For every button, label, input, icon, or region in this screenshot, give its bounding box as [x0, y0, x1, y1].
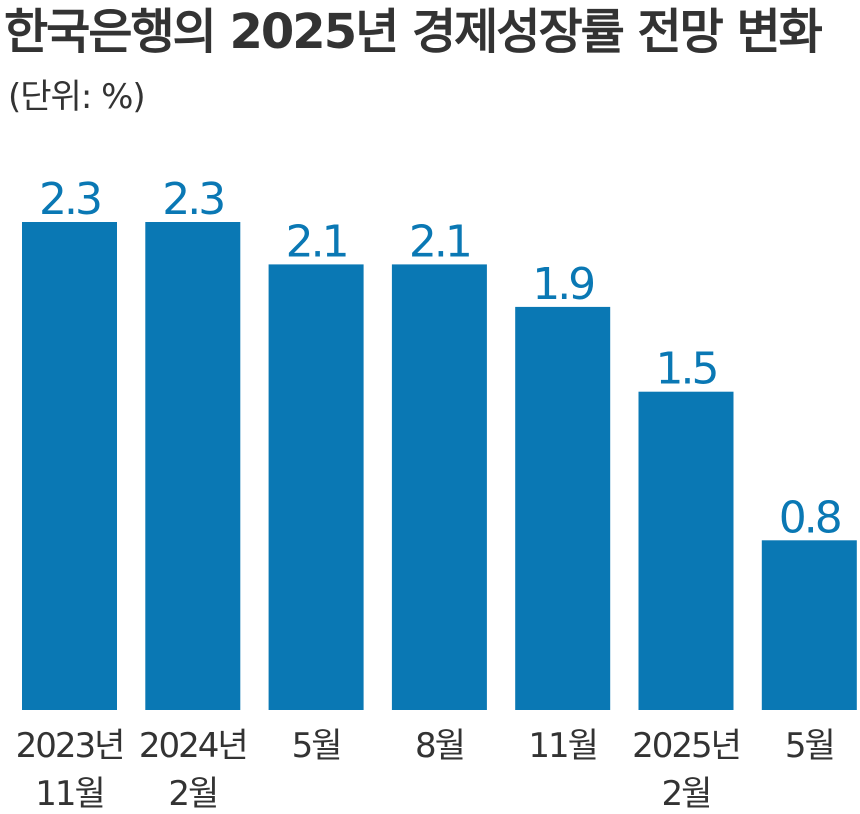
value-label-3: 2.1	[409, 216, 470, 267]
x-tick-label-0-0: 2023년	[16, 726, 124, 766]
x-tick-label-5-1: 2월	[662, 774, 711, 814]
x-tick-label-4-0: 11월	[528, 726, 597, 766]
unit-label: (단위: %)	[8, 77, 146, 117]
x-tick-label-3-0: 8월	[415, 726, 464, 766]
bar-1	[145, 222, 241, 710]
value-label-5: 1.5	[656, 344, 717, 395]
x-tick-label-2-0: 5월	[292, 726, 341, 766]
value-label-6: 0.8	[779, 492, 840, 543]
x-tick-label-5-0: 2025년	[632, 726, 740, 766]
x-tick-label-1-0: 2024년	[139, 726, 247, 766]
bar-4	[515, 306, 611, 710]
value-label-1: 2.3	[162, 174, 223, 225]
bar-6	[761, 540, 857, 710]
value-label-2: 2.1	[286, 216, 347, 267]
value-label-0: 2.3	[39, 174, 100, 225]
bar-0	[22, 222, 117, 710]
bar-2	[268, 264, 364, 710]
bar-5	[638, 391, 734, 710]
value-label-4: 1.9	[532, 259, 593, 310]
x-tick-label-0-1: 11월	[35, 774, 104, 814]
chart-title-text: 한국은행의 2025년 경제성장률 전망 변화	[4, 4, 823, 60]
chart-title: 한국은행의 2025년 경제성장률 전망 변화 (단위: %)	[4, 2, 854, 127]
x-tick-label-6-0: 5월	[785, 726, 834, 766]
bar-3	[391, 264, 487, 710]
x-tick-label-1-1: 2월	[168, 774, 217, 814]
